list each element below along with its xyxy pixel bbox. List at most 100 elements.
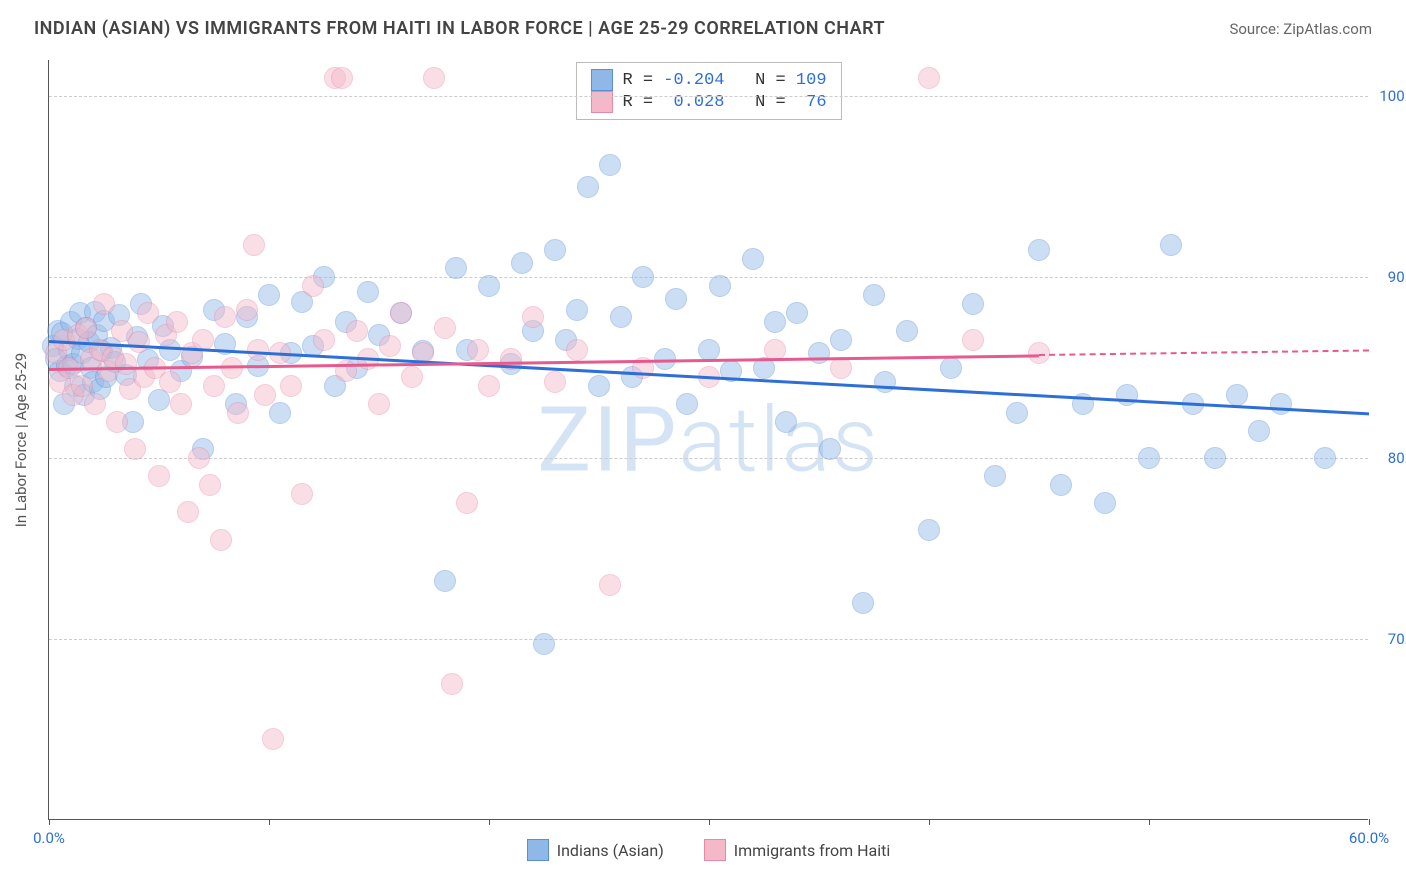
- data-point: [128, 331, 150, 353]
- data-point: [676, 393, 698, 415]
- data-point: [830, 357, 852, 379]
- y-tick-label: 100.0%: [1373, 87, 1406, 105]
- data-point: [874, 371, 896, 393]
- data-point: [632, 266, 654, 288]
- data-point: [962, 293, 984, 315]
- source-label: Source: ZipAtlas.com: [1229, 20, 1372, 38]
- data-point: [243, 234, 265, 256]
- data-point: [1204, 447, 1226, 469]
- data-point: [566, 339, 588, 361]
- data-point: [313, 329, 335, 351]
- gridline: [49, 639, 1368, 640]
- data-point: [291, 483, 313, 505]
- legend-item: Indians (Asian): [527, 839, 664, 861]
- data-point: [467, 339, 489, 361]
- data-point: [331, 67, 353, 89]
- legend-label: Immigrants from Haiti: [734, 841, 890, 860]
- data-point: [254, 384, 276, 406]
- data-point: [258, 284, 280, 306]
- data-point: [445, 257, 467, 279]
- stats-legend-box: R = -0.204 N = 109R = 0.028 N = 76: [575, 62, 841, 120]
- y-tick-label: 90.0%: [1373, 268, 1406, 286]
- data-point: [456, 492, 478, 514]
- data-point: [441, 673, 463, 695]
- data-point: [227, 402, 249, 424]
- data-point: [177, 501, 199, 523]
- x-tick: [929, 819, 930, 825]
- data-point: [588, 375, 610, 397]
- data-point: [93, 293, 115, 315]
- data-point: [522, 306, 544, 328]
- data-point: [124, 438, 146, 460]
- data-point: [357, 281, 379, 303]
- data-point: [166, 311, 188, 333]
- x-tick-label: 60.0%: [1349, 829, 1389, 847]
- stats-row: R = 0.028 N = 76: [590, 91, 826, 113]
- data-point: [511, 252, 533, 274]
- data-point: [819, 438, 841, 460]
- data-point: [75, 317, 97, 339]
- data-point: [247, 339, 269, 361]
- data-point: [1116, 384, 1138, 406]
- data-point: [280, 375, 302, 397]
- data-point: [148, 465, 170, 487]
- trend-line-extrapolated: [1039, 350, 1369, 357]
- data-point: [1226, 384, 1248, 406]
- x-tick: [269, 819, 270, 825]
- gridline: [49, 96, 1368, 97]
- data-point: [401, 366, 423, 388]
- data-point: [742, 248, 764, 270]
- y-axis-label: In Labor Force | Age 25-29: [12, 353, 30, 527]
- scatter-chart: ZIPatlas R = -0.204 N = 109R = 0.028 N =…: [48, 60, 1368, 820]
- series-swatch: [590, 69, 612, 91]
- data-point: [863, 284, 885, 306]
- data-point: [830, 329, 852, 351]
- data-point: [698, 339, 720, 361]
- x-tick: [489, 819, 490, 825]
- stats-row: R = -0.204 N = 109: [590, 69, 826, 91]
- series-swatch: [527, 839, 549, 861]
- series-swatch: [590, 91, 612, 113]
- data-point: [199, 474, 221, 496]
- data-point: [1314, 447, 1336, 469]
- data-point: [610, 306, 632, 328]
- data-point: [577, 176, 599, 198]
- data-point: [269, 402, 291, 424]
- y-tick-label: 80.0%: [1373, 449, 1406, 467]
- data-point: [1028, 239, 1050, 261]
- x-tick: [49, 819, 50, 825]
- legend-item: Immigrants from Haiti: [704, 839, 890, 861]
- gridline: [49, 277, 1368, 278]
- data-point: [1270, 393, 1292, 415]
- data-point: [346, 320, 368, 342]
- data-point: [478, 275, 500, 297]
- data-point: [478, 375, 500, 397]
- data-point: [262, 728, 284, 750]
- gridline: [49, 458, 1368, 459]
- data-point: [1248, 420, 1270, 442]
- data-point: [852, 592, 874, 614]
- data-point: [918, 519, 940, 541]
- chart-title: INDIAN (ASIAN) VS IMMIGRANTS FROM HAITI …: [34, 18, 885, 39]
- data-point: [1050, 474, 1072, 496]
- data-point: [533, 633, 555, 655]
- data-point: [137, 302, 159, 324]
- data-point: [434, 317, 456, 339]
- data-point: [170, 393, 192, 415]
- data-point: [940, 357, 962, 379]
- data-point: [775, 411, 797, 433]
- data-point: [302, 275, 324, 297]
- x-tick-label: 0.0%: [33, 829, 65, 847]
- data-point: [106, 411, 128, 433]
- data-point: [214, 306, 236, 328]
- data-point: [918, 67, 940, 89]
- data-point: [368, 393, 390, 415]
- data-point: [159, 371, 181, 393]
- data-point: [599, 574, 621, 596]
- data-point: [709, 275, 731, 297]
- data-point: [423, 67, 445, 89]
- data-point: [1006, 402, 1028, 424]
- data-point: [434, 570, 456, 592]
- data-point: [566, 299, 588, 321]
- data-point: [544, 239, 566, 261]
